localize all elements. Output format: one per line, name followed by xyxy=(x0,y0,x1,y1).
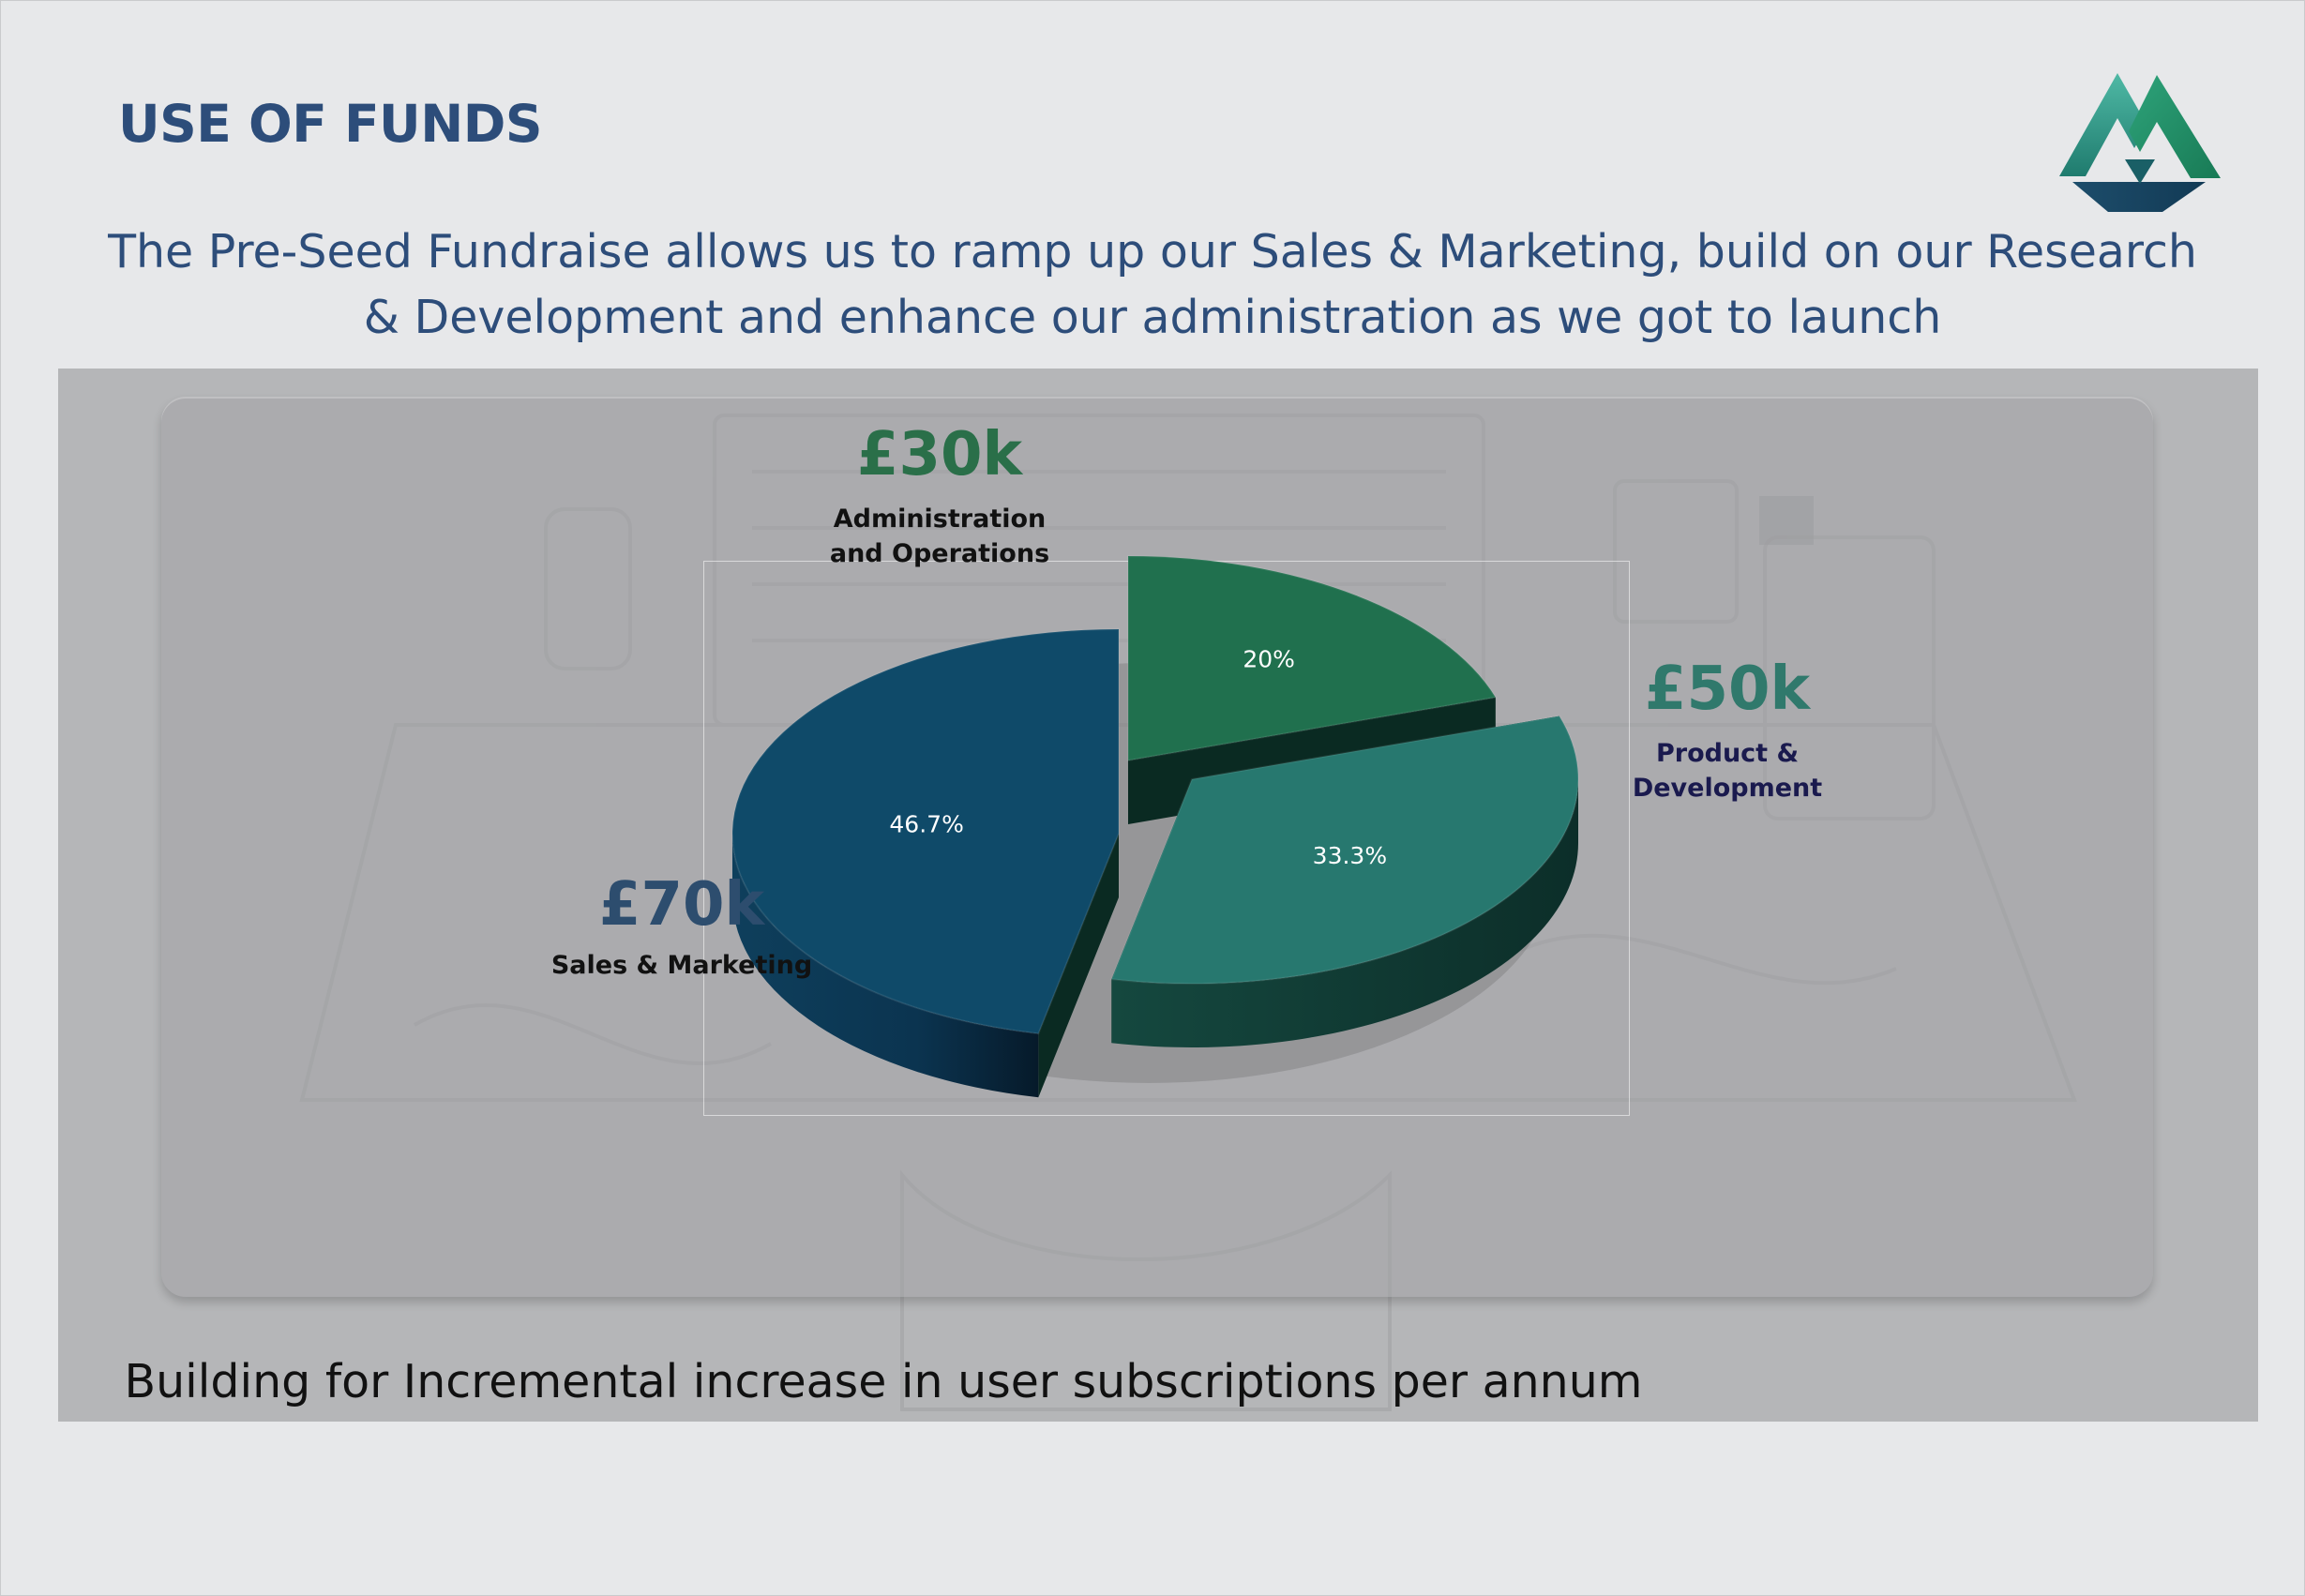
company-logo-icon xyxy=(2059,73,2221,212)
label-product: £50k Product & Development xyxy=(1559,659,1896,806)
percent-label-product: 33.3% xyxy=(1313,842,1387,869)
amount-product: £50k xyxy=(1644,655,1811,724)
percent-label-admin: 20% xyxy=(1243,646,1295,673)
footer-caption: Building for Incremental increase in use… xyxy=(124,1355,1643,1408)
chart-panel: 20% 33.3% 46.7% £30k Administration and Op… xyxy=(58,369,2258,1422)
chart-card xyxy=(161,397,2153,1297)
category-admin: Administration and Operations xyxy=(829,504,1050,568)
pie-slice-product xyxy=(1109,715,1579,985)
pie-slice-admin xyxy=(1127,554,1498,762)
label-admin: £30k Administration and Operations xyxy=(804,425,1076,571)
slide-title: USE OF FUNDS xyxy=(118,94,543,154)
category-product: Product & Development xyxy=(1632,739,1823,803)
percent-label-sales: 46.7% xyxy=(889,811,963,838)
label-sales: £70k Sales & Marketing xyxy=(527,875,836,983)
slide-subtitle: The Pre-Seed Fundraise allows us to ramp… xyxy=(108,225,2197,344)
amount-admin: £30k xyxy=(856,420,1023,489)
pie-slice-sales-side xyxy=(732,834,1119,1098)
amount-sales: £70k xyxy=(598,870,765,940)
pie-slice-sales xyxy=(731,627,1120,1035)
category-sales: Sales & Marketing xyxy=(550,951,813,980)
pie-chart: 20% 33.3% 46.7% xyxy=(731,554,1579,1098)
